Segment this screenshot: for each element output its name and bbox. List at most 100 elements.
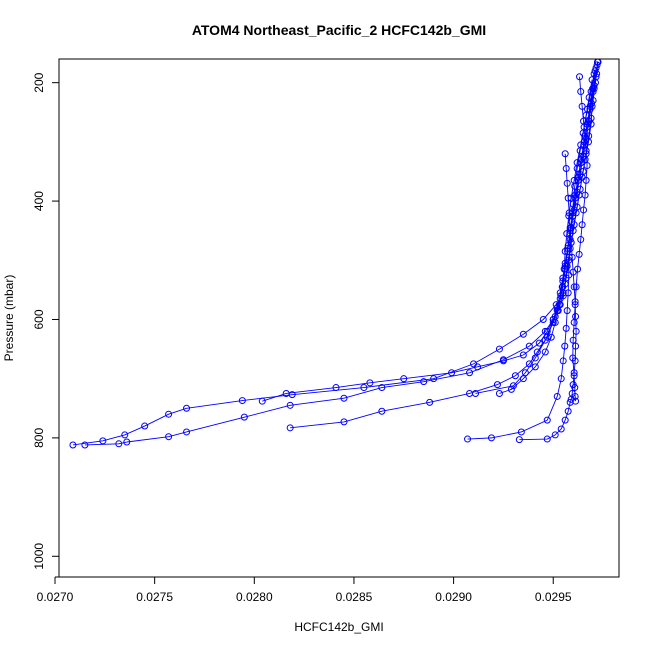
data-point [165, 433, 173, 441]
data-point [521, 369, 529, 377]
data-point [378, 384, 386, 392]
data-point [572, 313, 580, 321]
data-point [551, 431, 559, 439]
x-tick-label: 0.0280 [236, 590, 273, 604]
data-point [569, 268, 577, 276]
data-point [332, 384, 340, 392]
data-point [572, 283, 580, 291]
data-point [551, 318, 559, 326]
data-point [562, 324, 570, 332]
data-point [566, 236, 574, 244]
data-point [571, 357, 579, 365]
data-point [585, 93, 593, 101]
data-point [563, 230, 571, 238]
data-point [577, 236, 585, 244]
data-point [570, 283, 578, 291]
series-8 [515, 150, 580, 444]
data-point [577, 88, 585, 96]
data-point [535, 339, 543, 347]
data-point [165, 410, 173, 418]
data-point [426, 398, 434, 406]
data-point [567, 239, 575, 247]
data-point [572, 327, 580, 335]
x-tick-label: 0.0275 [136, 590, 173, 604]
data-point [593, 61, 601, 69]
data-point [579, 129, 587, 137]
data-point [582, 176, 590, 184]
data-point [578, 221, 586, 229]
data-point [573, 165, 581, 173]
data-point [566, 224, 574, 232]
y-tick-label: 1000 [32, 543, 46, 570]
data-point [99, 437, 107, 445]
data-point [509, 382, 517, 390]
data-point [519, 330, 527, 338]
chart-title: ATOM4 Northeast_Pacific_2 HCFC142b_GMI [192, 22, 486, 38]
data-point [581, 191, 589, 199]
data-point [555, 301, 563, 309]
data-point [553, 392, 561, 400]
data-point [81, 441, 89, 449]
data-point [286, 424, 294, 432]
data-point [141, 422, 149, 430]
data-point [258, 397, 266, 405]
data-point [541, 327, 549, 335]
data-point [448, 369, 456, 377]
data-point [567, 395, 575, 403]
data-point [564, 289, 572, 297]
data-point [561, 150, 569, 158]
y-tick-label: 800 [32, 428, 46, 448]
data-point [572, 342, 580, 350]
data-point [549, 318, 557, 326]
data-point [575, 250, 583, 258]
data-point [563, 307, 571, 315]
data-point [543, 435, 551, 443]
data-point [525, 342, 533, 350]
data-point [466, 369, 474, 377]
data-point [591, 67, 599, 75]
data-point [587, 88, 595, 96]
data-point [464, 435, 472, 443]
data-point [69, 441, 77, 449]
data-point [487, 434, 495, 442]
data-point [493, 381, 501, 389]
data-layer [69, 58, 602, 449]
data-point [499, 356, 507, 364]
data-point [583, 162, 591, 170]
data-point [590, 70, 598, 78]
data-point [561, 247, 569, 255]
data-point [578, 102, 586, 110]
data-point [565, 209, 573, 217]
data-point [543, 416, 551, 424]
data-point [557, 425, 565, 433]
data-point [547, 333, 555, 341]
data-point [519, 351, 527, 359]
y-tick-label: 200 [32, 72, 46, 92]
data-point [531, 354, 539, 362]
y-tick-label: 400 [32, 191, 46, 211]
data-point [515, 436, 523, 444]
data-point [571, 298, 579, 306]
y-tick-label: 600 [32, 309, 46, 329]
data-point [576, 73, 584, 81]
data-point [576, 147, 584, 155]
plot-frame [58, 58, 620, 578]
data-point [240, 413, 248, 421]
data-point [557, 375, 565, 383]
data-point [183, 404, 191, 412]
data-point [568, 253, 576, 261]
series-7 [464, 76, 596, 443]
data-point [580, 206, 588, 214]
data-point [559, 357, 567, 365]
data-point [531, 363, 539, 371]
data-point [563, 179, 571, 187]
data-point [569, 200, 577, 208]
data-point [580, 117, 588, 125]
data-point [340, 394, 348, 402]
data-point [282, 389, 290, 397]
data-point [472, 389, 480, 397]
data-point [560, 265, 568, 273]
